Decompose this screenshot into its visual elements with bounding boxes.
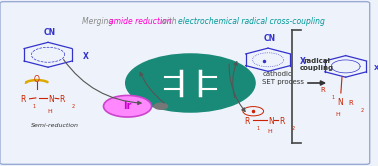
Circle shape <box>154 103 167 109</box>
Text: Semi-reduction: Semi-reduction <box>31 123 79 128</box>
Text: radical
coupling: radical coupling <box>300 58 334 71</box>
Text: 1: 1 <box>256 126 259 131</box>
Text: H: H <box>267 129 272 134</box>
Text: R: R <box>279 117 285 126</box>
Text: H: H <box>47 109 52 114</box>
Circle shape <box>104 95 152 117</box>
FancyBboxPatch shape <box>0 2 370 164</box>
Text: R: R <box>321 87 325 93</box>
Text: R: R <box>20 95 26 104</box>
Text: 1: 1 <box>33 104 36 109</box>
Text: R: R <box>59 95 65 104</box>
Text: CN: CN <box>44 28 56 37</box>
Text: R: R <box>348 100 353 106</box>
Text: with: with <box>158 17 179 26</box>
Text: O: O <box>34 75 40 84</box>
Text: 2: 2 <box>291 126 294 131</box>
Text: 2: 2 <box>361 108 364 113</box>
Text: electrochemical radical cross-coupling: electrochemical radical cross-coupling <box>178 17 325 26</box>
Text: N: N <box>268 117 274 126</box>
Text: H: H <box>335 112 340 117</box>
Text: R: R <box>244 117 249 126</box>
Text: CN: CN <box>264 34 276 43</box>
Text: 1: 1 <box>332 95 335 100</box>
Text: Merging: Merging <box>82 17 116 26</box>
Text: amide reduction: amide reduction <box>108 17 171 26</box>
Circle shape <box>126 54 255 112</box>
Text: Ir: Ir <box>123 101 132 111</box>
Text: X: X <box>373 65 378 71</box>
Text: 2: 2 <box>71 104 74 109</box>
Text: N: N <box>337 98 343 107</box>
Text: X: X <box>299 57 305 66</box>
Text: N: N <box>48 95 54 104</box>
Text: cathodic
SET process: cathodic SET process <box>262 71 305 85</box>
Text: X: X <box>83 52 89 61</box>
